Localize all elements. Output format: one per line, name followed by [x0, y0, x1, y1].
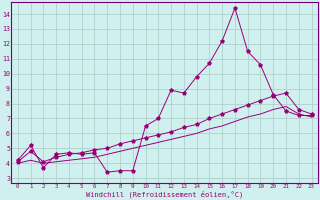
X-axis label: Windchill (Refroidissement éolien,°C): Windchill (Refroidissement éolien,°C) [86, 190, 243, 198]
